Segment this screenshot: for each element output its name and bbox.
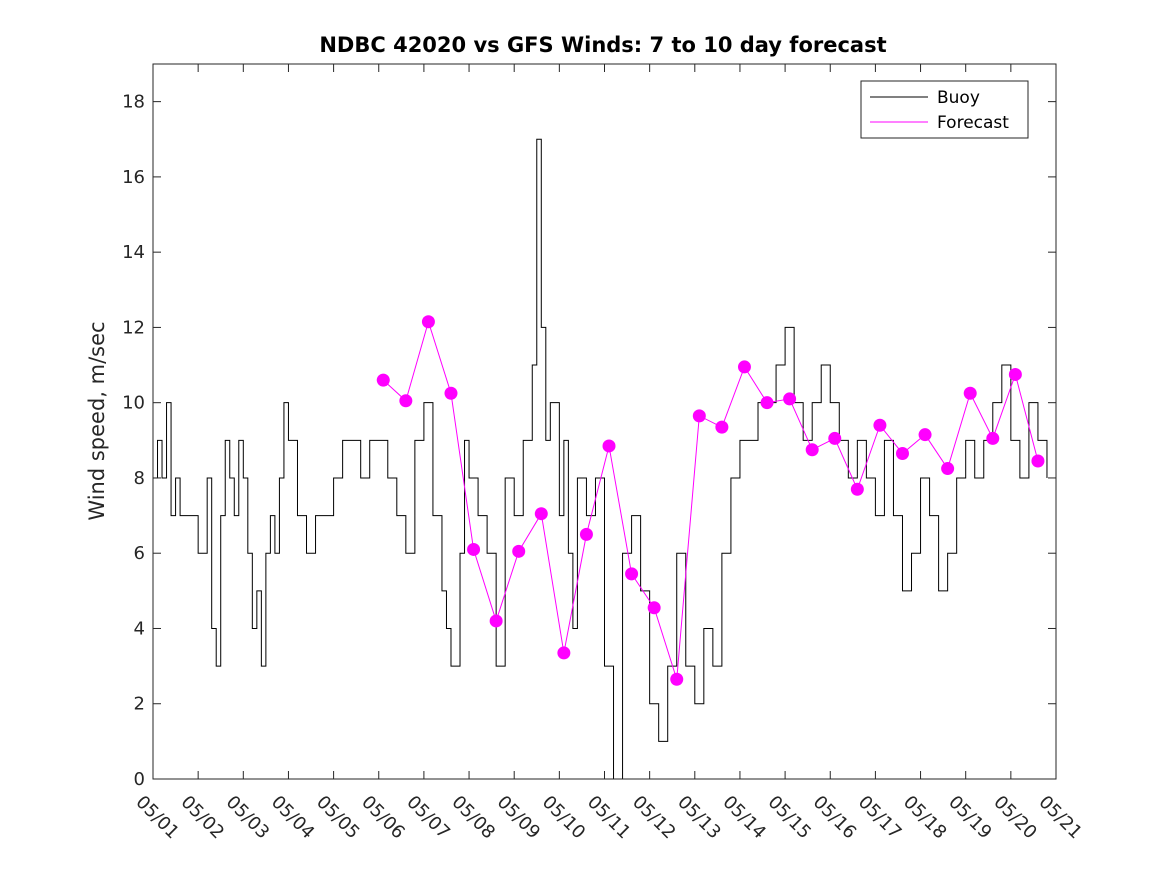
forecast-point: [557, 646, 571, 660]
forecast-point: [579, 527, 593, 541]
y-tick-label: 16: [122, 167, 145, 188]
forecast-point: [670, 672, 684, 686]
forecast-point: [828, 431, 842, 445]
y-tick-label: 6: [134, 543, 145, 564]
chart-title: NDBC 42020 vs GFS Winds: 7 to 10 day for…: [319, 33, 886, 57]
buoy-series-line: [153, 138, 1048, 780]
forecast-point: [512, 544, 526, 558]
legend-box: [860, 80, 1029, 139]
y-tick-label: 12: [122, 317, 145, 338]
forecast-point: [941, 462, 955, 476]
forecast-point: [715, 420, 729, 434]
forecast-series-line: [382, 320, 1039, 680]
forecast-point: [805, 443, 819, 457]
legend-buoy-label: Buoy: [937, 88, 980, 108]
y-tick-label: 14: [122, 242, 145, 263]
legend-forecast-label: Forecast: [937, 113, 1009, 133]
forecast-point: [647, 601, 661, 615]
forecast-point: [737, 360, 751, 374]
forecast-point: [1031, 454, 1045, 468]
y-tick-label: 8: [134, 468, 145, 489]
forecast-point: [963, 386, 977, 400]
y-tick-label: 2: [134, 694, 145, 715]
legend: Buoy Forecast: [860, 80, 1029, 139]
forecast-point: [760, 396, 774, 410]
forecast-point: [986, 431, 1000, 445]
forecast-point: [895, 446, 909, 460]
y-tick-label: 4: [134, 618, 145, 639]
forecast-point: [489, 614, 503, 628]
forecast-point: [467, 542, 481, 556]
forecast-point: [421, 315, 435, 329]
y-tick-label: 10: [122, 393, 145, 414]
forecast-point: [783, 392, 797, 406]
y-axis-label: Wind speed, m/sec: [85, 321, 109, 520]
y-tick-label: 18: [122, 92, 145, 113]
forecast-point: [918, 428, 932, 442]
forecast-point: [1008, 367, 1022, 381]
y-tick-label: 0: [134, 769, 145, 790]
forecast-point: [376, 373, 390, 387]
forecast-point: [873, 418, 887, 432]
forecast-point: [850, 482, 864, 496]
forecast-point: [444, 386, 458, 400]
forecast-point: [602, 439, 616, 453]
forecast-point: [692, 409, 706, 423]
plot-frame: [152, 63, 1057, 780]
forecast-point: [534, 507, 548, 521]
forecast-point: [625, 567, 639, 581]
forecast-point: [399, 394, 413, 408]
